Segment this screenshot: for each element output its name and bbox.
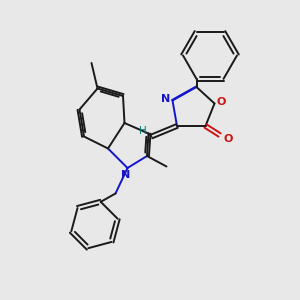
Text: H: H: [139, 126, 147, 136]
Text: N: N: [161, 94, 170, 104]
Text: N: N: [122, 169, 130, 180]
Text: O: O: [216, 97, 226, 107]
Text: O: O: [223, 134, 232, 144]
